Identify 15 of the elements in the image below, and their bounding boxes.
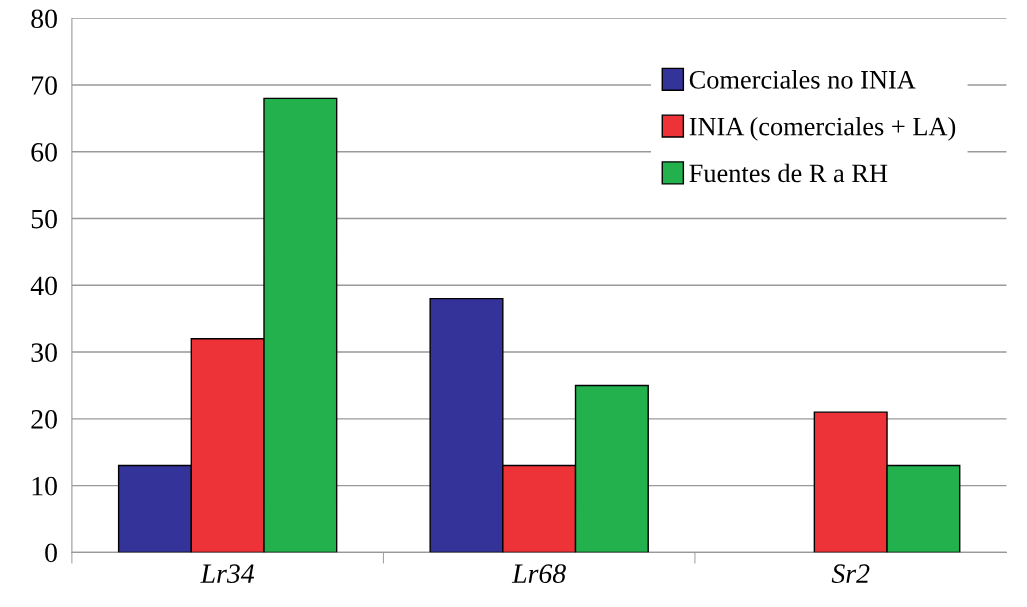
legend-label: INIA (comerciales + LA) — [689, 116, 956, 141]
y-tick-label: 0 — [45, 543, 57, 563]
x-tick-label: Lr68 — [511, 564, 566, 584]
x-tick-label: Lr34 — [200, 564, 255, 584]
y-tick-label: 60 — [31, 142, 57, 162]
y-tick-label: 30 — [31, 343, 57, 362]
y-tick-label: 80 — [31, 9, 57, 29]
y-tick-label: 10 — [32, 476, 57, 496]
y-tick-label: 70 — [32, 76, 57, 95]
y-tick-label: 40 — [30, 276, 57, 296]
y-tick-label: 50 — [31, 209, 57, 229]
legend-label: Comerciales no INIA — [689, 70, 916, 89]
legend-label: Fuentes de R a RH — [689, 163, 888, 183]
x-tick-label: Sr2 — [831, 564, 870, 584]
y-tick-label: 20 — [31, 410, 57, 429]
